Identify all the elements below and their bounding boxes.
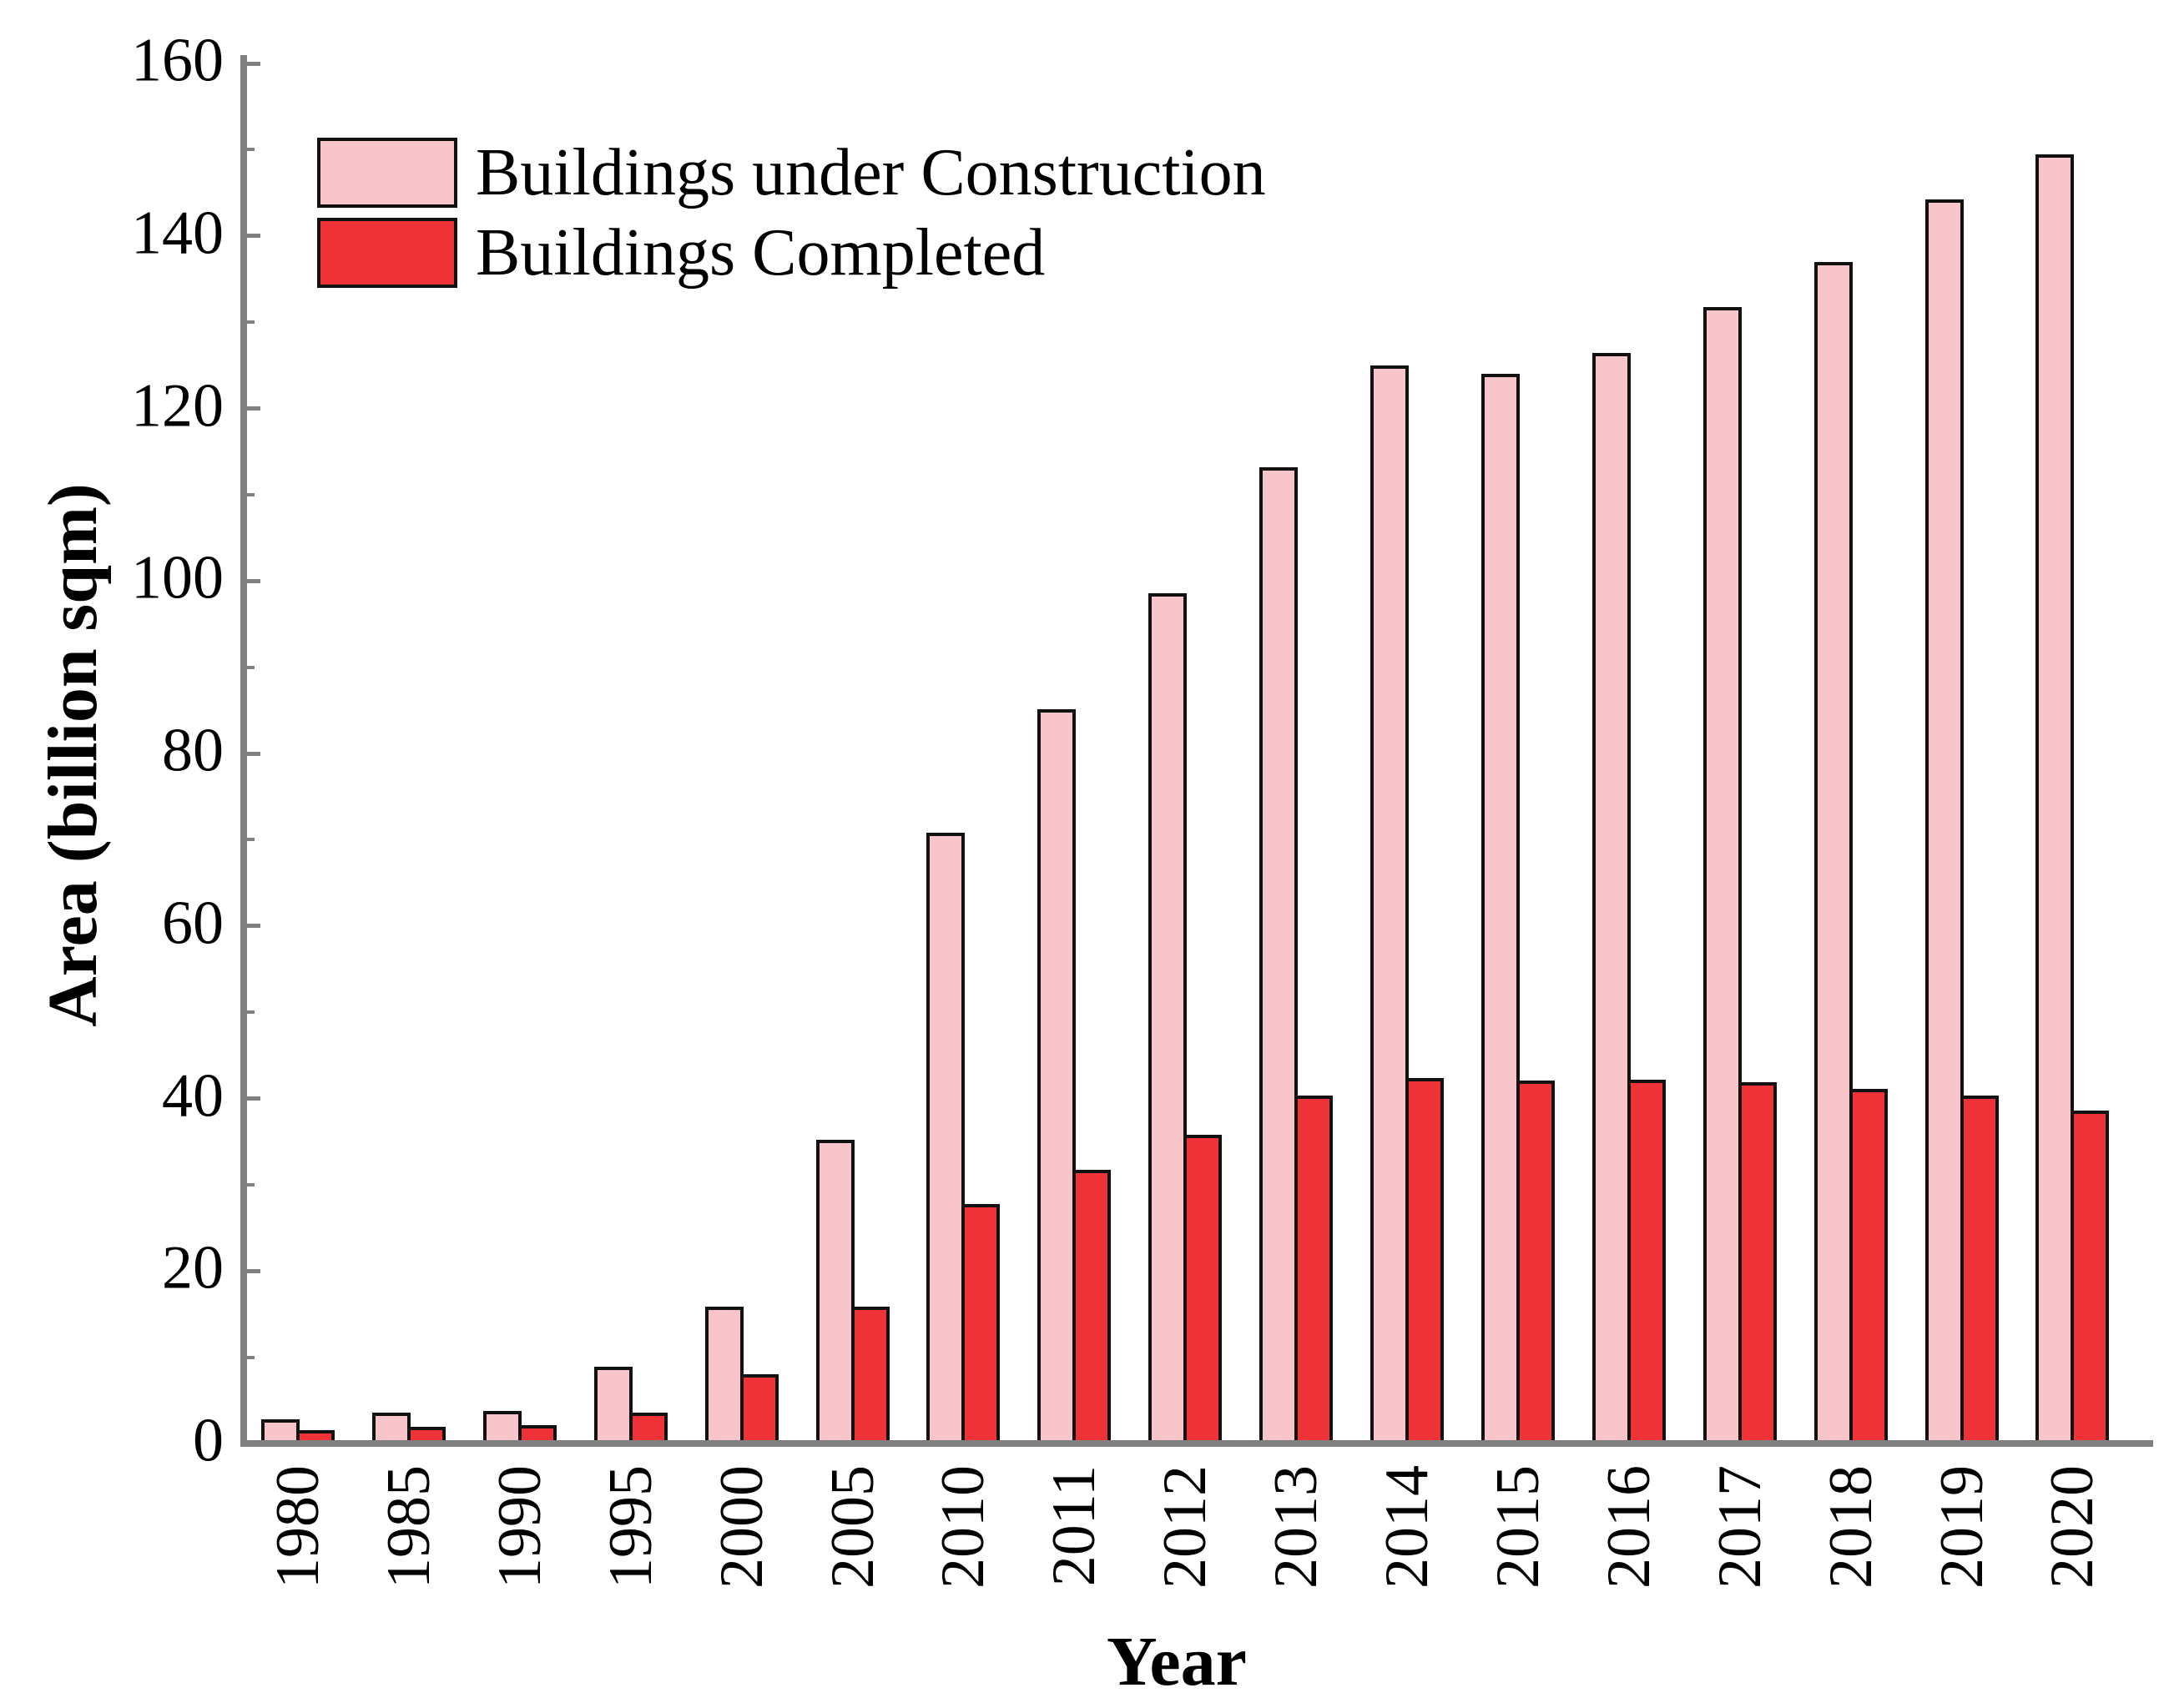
- bar-under-construction: [926, 833, 966, 1443]
- y-minor-tick: [247, 1182, 255, 1187]
- x-category-label: 2019: [1927, 1465, 1996, 1589]
- bar-under-construction: [1924, 199, 1964, 1443]
- y-minor-tick: [247, 148, 255, 152]
- x-category-label: 2018: [1816, 1465, 1885, 1589]
- y-axis-title: Area (billion sqm): [34, 483, 112, 1027]
- bar-completed: [1849, 1089, 1888, 1443]
- y-tick-label: 20: [162, 1233, 224, 1302]
- bar-completed: [961, 1203, 1001, 1443]
- legend-row-under-construction: Buildings under Construction: [317, 138, 1266, 208]
- x-axis-title: Year: [1107, 1623, 1247, 1700]
- bar-under-construction: [815, 1140, 855, 1443]
- y-major-tick: [247, 1096, 260, 1101]
- x-category-label: 1995: [596, 1465, 665, 1589]
- bar-under-construction: [482, 1410, 522, 1443]
- y-tick-label: 80: [162, 716, 224, 785]
- bar-under-construction: [1037, 709, 1077, 1443]
- x-category-label: 2013: [1262, 1465, 1331, 1589]
- bar-under-construction: [1813, 261, 1853, 1443]
- x-category-label: 2016: [1594, 1465, 1663, 1589]
- y-minor-tick: [247, 320, 255, 325]
- y-tick-label: 120: [131, 370, 224, 440]
- y-major-tick: [247, 1268, 260, 1273]
- bar-completed: [850, 1306, 890, 1443]
- bar-under-construction: [1480, 374, 1520, 1443]
- bar-completed: [2071, 1111, 2110, 1443]
- y-minor-tick: [247, 1355, 255, 1359]
- y-tick-label: 40: [162, 1061, 224, 1130]
- legend-swatch-under-construction: [317, 138, 457, 208]
- bar-under-construction: [1370, 365, 1409, 1443]
- bar-completed: [1960, 1096, 1999, 1443]
- bar-completed: [1738, 1081, 1777, 1443]
- y-major-tick: [247, 61, 260, 66]
- y-axis-line: [240, 55, 247, 1447]
- bar-under-construction: [1148, 592, 1188, 1443]
- legend-label-completed: Buildings Completed: [476, 216, 1046, 290]
- bar-completed: [1294, 1096, 1334, 1443]
- bar-completed: [1627, 1079, 1666, 1443]
- x-category-label: 1990: [485, 1465, 554, 1589]
- bar-completed: [739, 1374, 779, 1443]
- bar-completed: [1183, 1134, 1223, 1443]
- x-category-label: 2000: [707, 1465, 776, 1589]
- y-major-tick: [247, 234, 260, 239]
- y-tick-label: 140: [131, 199, 224, 268]
- x-category-label: 2015: [1483, 1465, 1552, 1589]
- bar-under-construction: [2035, 154, 2075, 1443]
- x-category-label: 2012: [1151, 1465, 1220, 1589]
- x-category-label: 2011: [1040, 1465, 1109, 1587]
- y-major-tick: [247, 578, 260, 583]
- x-category-label: 2005: [818, 1465, 887, 1589]
- bar-under-construction: [371, 1412, 411, 1443]
- bar-under-construction: [593, 1367, 633, 1443]
- bar-completed: [1405, 1077, 1444, 1443]
- x-category-label: 2020: [2038, 1465, 2107, 1589]
- x-category-label: 2010: [929, 1465, 998, 1589]
- bar-under-construction: [1702, 306, 1742, 1443]
- bar-under-construction: [1591, 353, 1631, 1443]
- bar-completed: [1516, 1080, 1555, 1443]
- x-category-label: 1985: [374, 1465, 443, 1589]
- bar-completed: [628, 1412, 668, 1443]
- y-tick-label: 60: [162, 889, 224, 958]
- y-major-tick: [247, 406, 260, 411]
- x-category-label: 2014: [1373, 1465, 1441, 1589]
- y-tick-label: 0: [193, 1406, 224, 1475]
- y-major-tick: [247, 924, 260, 929]
- legend-label-under-construction: Buildings under Construction: [476, 136, 1266, 209]
- bar-under-construction: [704, 1306, 744, 1443]
- legend-row-completed: Buildings Completed: [317, 218, 1266, 288]
- y-tick-label: 160: [131, 26, 224, 95]
- x-category-label: 2017: [1705, 1465, 1774, 1589]
- y-minor-tick: [247, 665, 255, 669]
- y-major-tick: [247, 751, 260, 756]
- bar-under-construction: [1259, 466, 1299, 1443]
- bar-completed: [1072, 1170, 1112, 1443]
- y-tick-label: 100: [131, 543, 224, 612]
- x-category-label: 1980: [264, 1465, 332, 1589]
- y-minor-tick: [247, 492, 255, 496]
- legend-swatch-completed: [317, 218, 457, 288]
- y-minor-tick: [247, 838, 255, 842]
- legend: Buildings under Construction Buildings C…: [317, 138, 1266, 288]
- x-axis-line: [240, 1440, 2153, 1447]
- y-minor-tick: [247, 1010, 255, 1015]
- y-major-tick: [247, 1441, 260, 1446]
